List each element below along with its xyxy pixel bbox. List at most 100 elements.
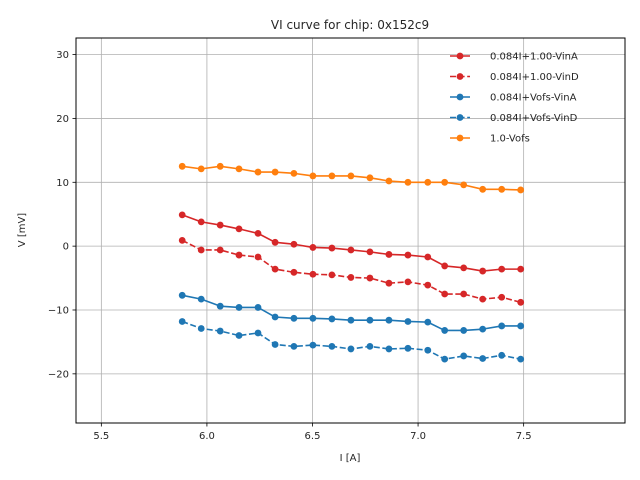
- legend-label: 1.0-Vofs: [490, 134, 530, 145]
- data-point: [460, 290, 468, 298]
- data-point: [328, 271, 336, 279]
- data-point: [404, 251, 412, 259]
- legend-label: 0.084I+1.00-VinD: [490, 72, 579, 83]
- data-point: [460, 181, 468, 189]
- data-point: [290, 268, 298, 276]
- data-point: [216, 246, 224, 254]
- data-point: [178, 211, 186, 219]
- data-point: [178, 162, 186, 170]
- data-point: [479, 185, 487, 193]
- y-tick-label: −20: [48, 369, 69, 380]
- data-point: [479, 267, 487, 275]
- data-point: [517, 322, 525, 330]
- data-point: [271, 265, 279, 273]
- x-tick-label: 6.0: [199, 431, 215, 442]
- data-point: [309, 270, 317, 278]
- data-point: [328, 315, 336, 323]
- series-layer: [178, 162, 525, 363]
- x-tick-label: 5.5: [93, 431, 109, 442]
- data-point: [517, 355, 525, 363]
- x-axis-ticks: 5.5 6.0 6.5 7.0 7.5: [93, 423, 532, 442]
- legend-label: 0.084I+Vofs-VinD: [490, 113, 578, 124]
- data-point: [441, 178, 449, 186]
- data-point: [328, 244, 336, 252]
- series-0.084I+1.00-VinA: [178, 211, 525, 275]
- data-point: [271, 168, 279, 176]
- data-point: [216, 162, 224, 170]
- data-point: [366, 342, 374, 350]
- data-point: [385, 279, 393, 287]
- data-point: [424, 281, 432, 289]
- data-point: [460, 352, 468, 360]
- data-point: [271, 238, 279, 246]
- plot-frame: [75, 37, 626, 424]
- data-point: [498, 351, 506, 359]
- data-point: [441, 355, 449, 363]
- data-point: [366, 316, 374, 324]
- data-point: [404, 344, 412, 352]
- legend: 0.084I+1.00-VinA 0.084I+1.00-VinD 0.084I+V…: [450, 52, 579, 145]
- data-point: [178, 318, 186, 325]
- data-point: [404, 178, 412, 186]
- data-point: [309, 172, 317, 180]
- data-point: [235, 165, 243, 173]
- data-point: [347, 345, 355, 353]
- data-point: [498, 322, 506, 330]
- data-point: [498, 185, 506, 193]
- data-point: [235, 251, 243, 259]
- data-point: [271, 313, 279, 321]
- data-point: [404, 278, 412, 286]
- data-point: [366, 248, 374, 256]
- legend-entry: 0.084I+Vofs-VinA: [450, 93, 577, 104]
- data-point: [424, 178, 432, 186]
- series-1.0-Vofs: [178, 162, 525, 194]
- y-tick-label: 0: [63, 242, 69, 253]
- chart-title: VI curve for chip: 0x152c9: [271, 18, 429, 32]
- data-point: [460, 264, 468, 272]
- data-point: [197, 325, 205, 332]
- legend-entry: 0.084I+1.00-VinD: [450, 72, 579, 83]
- data-point: [517, 265, 525, 273]
- data-point: [404, 318, 412, 325]
- data-point: [197, 295, 205, 303]
- data-point: [385, 345, 393, 353]
- x-tick-label: 7.0: [410, 431, 426, 442]
- series-0.084I+Vofs-VinA: [178, 291, 525, 334]
- y-axis-ticks: −20 −10 0 10 20 30: [48, 50, 76, 380]
- data-point: [479, 355, 487, 362]
- series-0.084I+Vofs-VinD: [178, 318, 525, 363]
- data-point: [517, 186, 525, 194]
- data-point: [498, 265, 506, 273]
- data-point: [328, 172, 336, 180]
- data-point: [290, 240, 298, 248]
- x-tick-label: 6.5: [305, 431, 321, 442]
- data-point: [424, 346, 432, 354]
- grid-lines: [76, 38, 625, 423]
- data-point: [441, 327, 449, 334]
- data-point: [178, 291, 186, 299]
- data-point: [424, 318, 432, 326]
- y-tick-label: 30: [56, 50, 69, 61]
- legend-label: 0.084I+1.00-VinA: [490, 52, 578, 63]
- data-point: [254, 168, 262, 176]
- x-tick-label: 7.5: [516, 431, 532, 442]
- data-point: [235, 304, 243, 311]
- data-point: [178, 236, 186, 244]
- data-point: [479, 325, 487, 333]
- data-point: [216, 302, 224, 310]
- data-point: [254, 253, 262, 261]
- legend-entry: 0.084I+1.00-VinA: [450, 52, 578, 63]
- legend-marker: [456, 52, 464, 60]
- data-point: [254, 329, 262, 337]
- data-point: [235, 225, 243, 233]
- data-point: [347, 172, 355, 180]
- data-point: [197, 218, 205, 226]
- legend-entry: 0.084I+Vofs-VinD: [450, 113, 578, 124]
- data-point: [441, 290, 449, 298]
- data-point: [216, 221, 224, 229]
- data-point: [385, 177, 393, 185]
- data-point: [271, 341, 279, 348]
- data-point: [460, 327, 468, 334]
- data-point: [441, 262, 449, 270]
